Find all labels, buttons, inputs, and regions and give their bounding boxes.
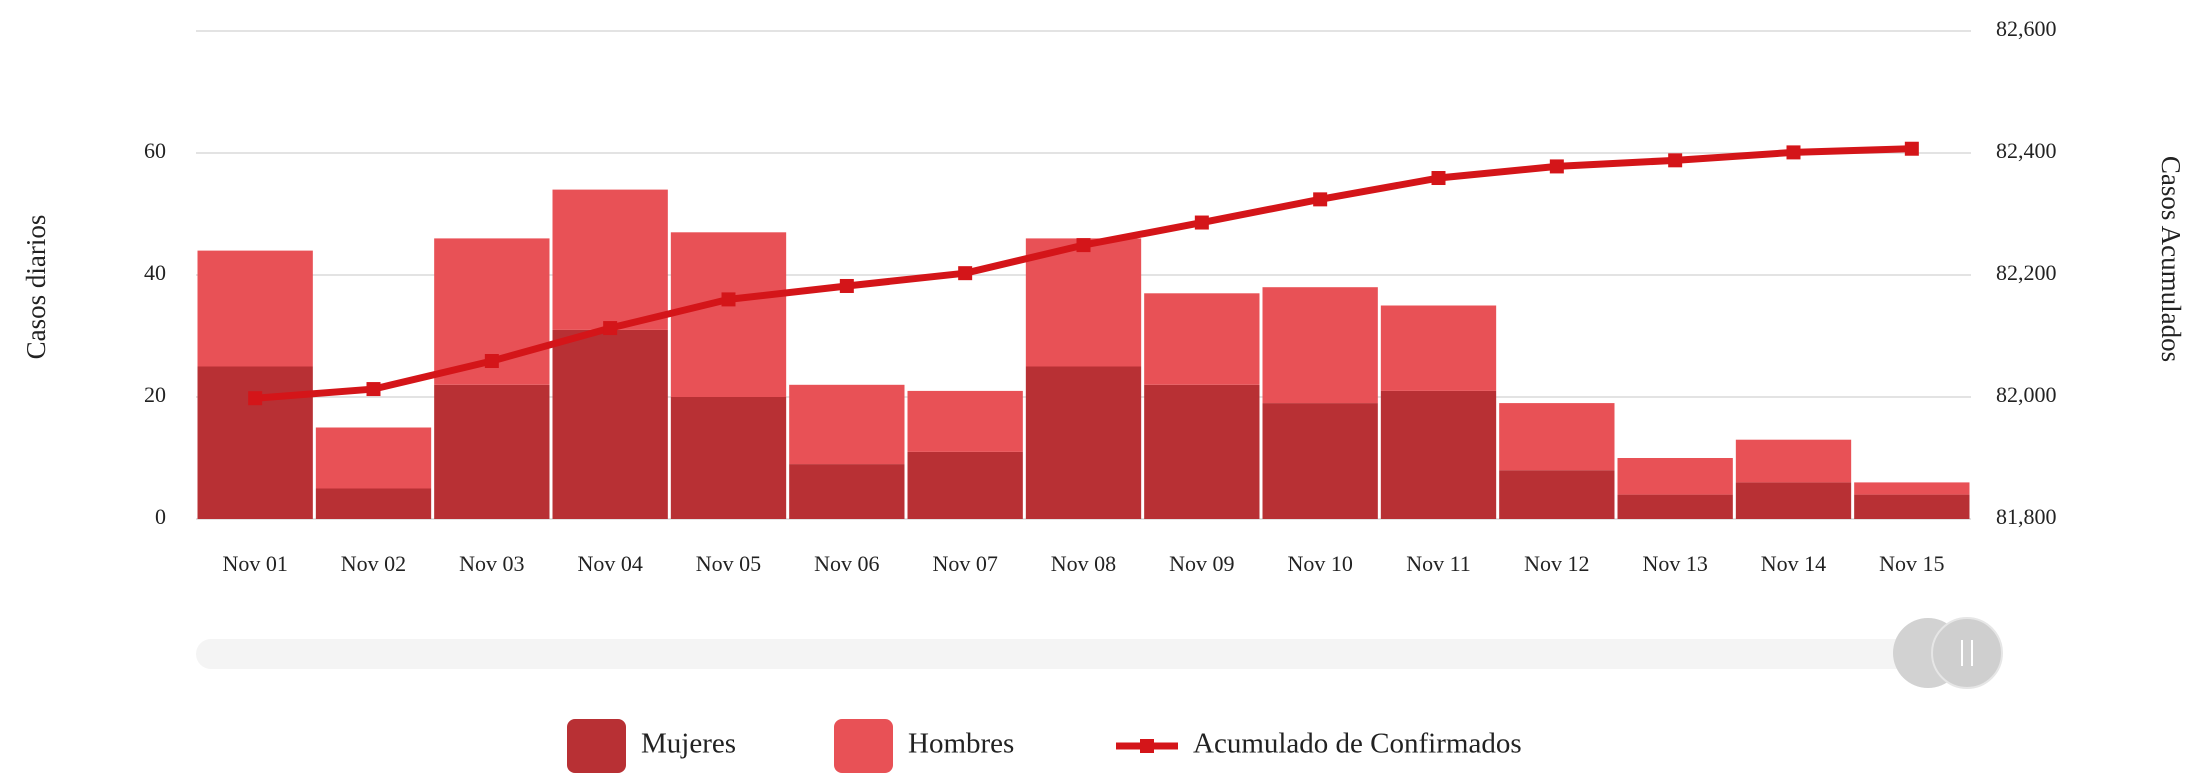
bar: [1854, 482, 1970, 495]
y2-tick-label: 82,400: [1996, 138, 2057, 163]
x-tick-label: Nov 13: [1642, 551, 1707, 576]
y2-tick-label: 82,600: [1996, 16, 2057, 41]
x-tick-label: Nov 15: [1879, 551, 1944, 576]
bar: [1617, 458, 1733, 495]
bar: [197, 250, 313, 367]
y2-tick-label: 82,000: [1996, 382, 2057, 407]
x-tick-label: Nov 10: [1287, 551, 1352, 576]
bar: [1854, 494, 1970, 519]
x-tick-label: Nov 08: [1051, 551, 1116, 576]
line-marker: [603, 321, 618, 336]
x-tick-label: Nov 06: [814, 551, 879, 576]
legend-label: Mujeres: [641, 728, 736, 760]
line-marker: [1076, 238, 1091, 253]
legend: Mujeres Hombres Acumulado de Confirmados: [567, 719, 1522, 773]
bar: [1262, 287, 1378, 404]
line-marker: [1668, 153, 1683, 168]
scroll-track[interactable]: [196, 639, 1966, 669]
bar: [197, 366, 313, 519]
x-tick-label: Nov 01: [222, 551, 287, 576]
bar: [1025, 238, 1142, 367]
bar: [1025, 366, 1142, 519]
line-marker: [1904, 141, 1919, 156]
y-tick-label: 20: [144, 382, 166, 407]
x-tick-label: Nov 07: [932, 551, 997, 576]
scrollbar[interactable]: [196, 617, 2003, 689]
y2-tick-label: 82,200: [1996, 260, 2057, 285]
bar: [670, 397, 787, 519]
x-tick-label: Nov 14: [1761, 551, 1826, 576]
scroll-handle[interactable]: [1931, 617, 2003, 689]
x-tick-label: Nov 09: [1169, 551, 1234, 576]
bar: [315, 488, 432, 519]
bar: [1380, 390, 1497, 519]
bar: [1380, 305, 1497, 391]
y2-tick-label: 81,800: [1996, 504, 2057, 529]
x-tick-label: Nov 03: [459, 551, 524, 576]
x-tick-label: Nov 11: [1406, 551, 1471, 576]
line-marker: [1549, 159, 1564, 174]
x-tick-label: Nov 04: [577, 551, 642, 576]
bar: [789, 384, 905, 465]
line-marker: [1313, 192, 1328, 207]
x-tick-label: Nov 12: [1524, 551, 1589, 576]
bar: [1262, 403, 1378, 519]
bar: [552, 329, 668, 519]
bar: [1735, 482, 1852, 519]
y-tick-label: 40: [144, 260, 166, 285]
line-marker: [1786, 145, 1801, 160]
bar: [907, 390, 1023, 452]
line-marker: [839, 278, 854, 293]
line-marker: [484, 354, 499, 369]
line-marker: [366, 382, 381, 397]
bar: [1617, 494, 1733, 519]
line-marker: [958, 266, 973, 281]
line-marker: [721, 292, 736, 307]
legend-swatch: [567, 719, 626, 773]
bar: [315, 427, 432, 489]
bar: [434, 384, 550, 519]
line-marker: [1194, 215, 1209, 230]
line-marker: [1431, 171, 1446, 186]
bar: [1499, 403, 1615, 471]
legend-swatch: [834, 719, 893, 773]
y2-axis-title: Casos Acumulados: [2156, 156, 2186, 362]
line-marker: [248, 391, 263, 406]
legend-label: Hombres: [908, 728, 1014, 760]
bar: [907, 451, 1023, 519]
y-tick-label: 60: [144, 138, 166, 163]
x-tick-label: Nov 02: [341, 551, 406, 576]
y-axis-title: Casos diarios: [21, 215, 51, 360]
bar: [1499, 470, 1615, 519]
bar: [1735, 439, 1852, 483]
bar: [552, 189, 668, 330]
x-tick-label: Nov 05: [696, 551, 761, 576]
legend-swatch: [1140, 739, 1154, 753]
bar: [789, 464, 905, 519]
bar: [1144, 384, 1260, 519]
y-tick-label: 0: [155, 504, 166, 529]
legend-label: Acumulado de Confirmados: [1193, 728, 1522, 760]
bar: [1144, 293, 1260, 385]
bar: [670, 232, 787, 397]
